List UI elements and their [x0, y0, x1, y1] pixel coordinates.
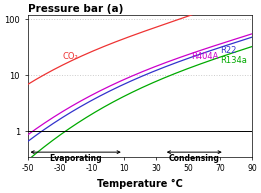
Text: Pressure bar (a): Pressure bar (a)	[28, 4, 123, 14]
Text: CO₂: CO₂	[63, 52, 79, 61]
Text: R134a: R134a	[220, 57, 247, 65]
Text: Condensing: Condensing	[169, 154, 220, 163]
Text: R22: R22	[220, 46, 236, 55]
Text: Evaporating: Evaporating	[49, 154, 102, 163]
X-axis label: Temperature °C: Temperature °C	[97, 179, 183, 189]
Text: R404A: R404A	[191, 52, 218, 61]
